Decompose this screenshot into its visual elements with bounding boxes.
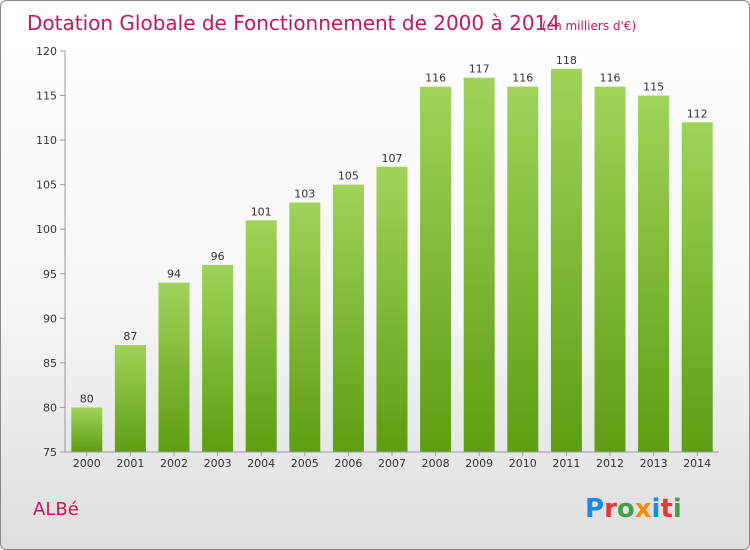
x-tick-label-2001: 2001 (116, 457, 144, 470)
data-label-2007: 107 (382, 152, 403, 165)
logo-letter: i (652, 494, 661, 524)
bar-2005 (289, 202, 321, 452)
commune-name: ALBé (33, 499, 79, 520)
logo-letter: i (673, 494, 682, 524)
bar-2003 (202, 264, 234, 452)
data-label-2004: 101 (251, 205, 272, 218)
bar-2014 (681, 122, 713, 453)
chart-title: Dotation Globale de Fonctionnement de 20… (27, 11, 560, 35)
x-tick-label-2011: 2011 (552, 457, 580, 470)
y-tick-label: 105 (36, 179, 57, 192)
logo-letter: P (585, 494, 604, 524)
x-axis: 2000 2001 2002 2003 2004 2005 2006 2007 2008 2009… (65, 451, 719, 470)
data-label-2011: 118 (556, 54, 577, 67)
y-tick-label: 75 (43, 446, 57, 459)
x-tick-label-2008: 2008 (422, 457, 450, 470)
data-label-2003: 96 (211, 250, 225, 263)
bars-group: 80 87 94 96 101 103 105 107 116 117 116 118 116 115 11… (71, 54, 713, 453)
data-label-2008: 116 (425, 72, 446, 85)
x-tick-label-2006: 2006 (334, 457, 362, 470)
chart-subtitle: (en milliers d'€) (542, 19, 636, 33)
data-label-2002: 94 (167, 268, 181, 281)
logo-letter: x (635, 494, 652, 524)
x-tick-label-2003: 2003 (204, 457, 232, 470)
data-label-2014: 112 (687, 107, 708, 120)
bar-2004 (245, 220, 277, 452)
proxiti-logo: Proxiti (585, 494, 682, 524)
x-tick-label-2007: 2007 (378, 457, 406, 470)
y-tick-label: 95 (43, 268, 57, 281)
data-label-2000: 80 (80, 392, 94, 405)
data-label-2012: 116 (600, 72, 621, 85)
x-tick-label-2000: 2000 (73, 457, 101, 470)
bar-2000 (71, 407, 103, 452)
data-label-2006: 105 (338, 170, 359, 183)
x-tick-label-2010: 2010 (509, 457, 537, 470)
bar-2001 (114, 345, 146, 452)
y-tick-label: 80 (43, 401, 57, 414)
bar-2007 (376, 166, 408, 452)
y-axis: 75 80 85 90 95 100 105 110 115 120 (36, 45, 66, 459)
bar-2011 (550, 68, 582, 453)
bar-2008 (420, 86, 452, 453)
x-tick-label-2005: 2005 (291, 457, 319, 470)
logo-letter: r (604, 494, 617, 524)
y-tick-label: 120 (36, 45, 57, 58)
data-label-2010: 116 (512, 72, 533, 85)
bar-2013 (638, 95, 670, 453)
y-tick-label: 115 (36, 90, 57, 103)
data-label-2001: 87 (123, 330, 137, 343)
x-tick-label-2002: 2002 (160, 457, 188, 470)
bar-2006 (332, 184, 364, 452)
y-tick-label: 90 (43, 312, 57, 325)
data-label-2005: 103 (294, 187, 315, 200)
data-label-2009: 117 (469, 63, 490, 76)
x-tick-label-2009: 2009 (465, 457, 493, 470)
bar-2012 (594, 86, 626, 453)
logo-letter: o (617, 494, 635, 524)
x-tick-label-2014: 2014 (683, 457, 711, 470)
bar-2002 (158, 282, 190, 452)
x-tick-label-2012: 2012 (596, 457, 624, 470)
y-tick-label: 110 (36, 134, 57, 147)
y-tick-label: 100 (36, 223, 57, 236)
bar-2009 (463, 77, 495, 452)
bar-2010 (507, 86, 539, 453)
x-tick-label-2013: 2013 (640, 457, 668, 470)
y-tick-label: 85 (43, 357, 57, 370)
logo-letter: t (660, 494, 672, 524)
x-tick-label-2004: 2004 (247, 457, 275, 470)
data-label-2013: 115 (643, 81, 664, 94)
